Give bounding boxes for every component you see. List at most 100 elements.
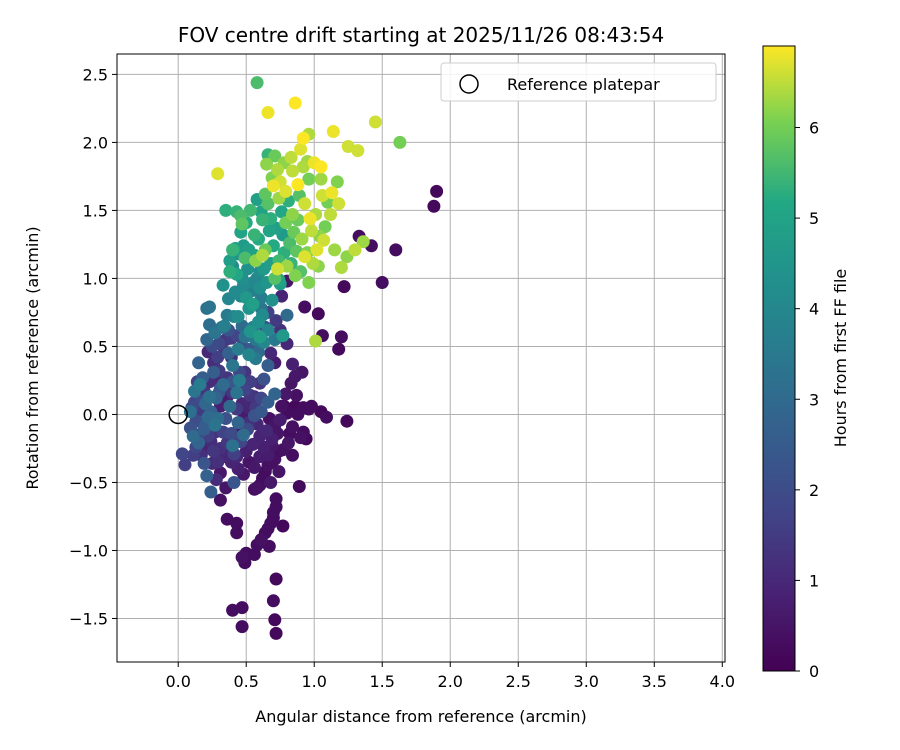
data-point xyxy=(330,175,344,189)
data-point xyxy=(204,485,218,499)
data-points xyxy=(175,76,444,640)
data-point xyxy=(292,480,306,493)
data-point xyxy=(238,251,252,265)
y-axis-label: Rotation from reference (arcmin) xyxy=(23,226,42,489)
data-point xyxy=(305,224,318,238)
data-point xyxy=(302,276,316,289)
y-tick-label: −0.5 xyxy=(69,473,108,492)
data-point xyxy=(296,131,310,145)
data-point xyxy=(200,469,214,483)
data-point xyxy=(269,572,283,586)
data-point xyxy=(340,414,354,428)
data-point xyxy=(272,465,286,479)
data-point xyxy=(280,308,294,322)
x-tick-label: 0.5 xyxy=(233,672,258,691)
colorbar-label: Hours from first FF file xyxy=(831,269,850,448)
data-point xyxy=(216,378,230,391)
data-point xyxy=(314,160,328,174)
data-point xyxy=(324,208,337,221)
data-point xyxy=(231,416,245,430)
data-point xyxy=(325,186,339,200)
data-point xyxy=(186,429,200,443)
data-point xyxy=(298,250,312,264)
data-point xyxy=(235,550,249,564)
data-point xyxy=(262,224,276,238)
data-point xyxy=(295,232,309,246)
y-tick-label: 1.0 xyxy=(83,269,108,288)
data-point xyxy=(314,172,328,186)
data-point xyxy=(207,365,221,379)
data-point xyxy=(291,178,305,192)
data-point xyxy=(226,243,240,257)
data-point xyxy=(242,348,256,362)
data-point xyxy=(375,276,389,289)
data-point xyxy=(266,179,280,193)
data-point xyxy=(254,533,268,547)
legend-marker-icon xyxy=(459,74,479,94)
data-point xyxy=(368,115,382,129)
x-tick-label: 1.0 xyxy=(301,672,326,691)
data-point xyxy=(220,512,234,526)
data-point xyxy=(218,319,231,333)
data-point xyxy=(271,262,284,276)
y-tick-label: 2.5 xyxy=(83,65,108,84)
data-point xyxy=(269,626,283,640)
data-point xyxy=(203,390,216,404)
data-point xyxy=(286,357,299,371)
data-point xyxy=(223,399,237,413)
data-point xyxy=(273,413,287,427)
data-point xyxy=(275,399,289,413)
data-point xyxy=(264,346,278,360)
colorbar-tick-label: 6 xyxy=(809,119,819,138)
data-point xyxy=(231,342,245,356)
data-point xyxy=(235,217,249,231)
data-point xyxy=(223,254,237,268)
data-point xyxy=(247,228,261,242)
data-point xyxy=(197,456,211,470)
data-point xyxy=(265,293,279,307)
data-point xyxy=(175,447,189,461)
data-point xyxy=(260,424,274,438)
data-point xyxy=(213,493,227,507)
x-tick-label: 1.5 xyxy=(370,672,395,691)
data-point xyxy=(227,476,241,489)
data-point xyxy=(302,172,316,186)
data-point xyxy=(317,233,331,247)
data-point xyxy=(284,150,298,164)
data-point xyxy=(231,310,245,323)
data-point xyxy=(268,613,282,627)
data-point xyxy=(216,278,230,292)
chart-title: FOV centre drift starting at 2025/11/26 … xyxy=(178,23,664,47)
data-point xyxy=(266,594,280,608)
data-point xyxy=(326,125,340,138)
y-tick-label: −1.5 xyxy=(69,609,108,628)
data-point xyxy=(296,401,310,415)
data-point xyxy=(279,387,293,401)
data-point xyxy=(332,342,346,356)
data-point xyxy=(310,243,324,257)
x-tick-label: 3.0 xyxy=(574,672,599,691)
data-point xyxy=(260,157,274,171)
data-point xyxy=(243,203,257,217)
data-point xyxy=(311,307,325,321)
data-point xyxy=(211,167,225,181)
data-point xyxy=(286,208,299,221)
x-axis-ticks: 0.0 0.5 1.0 1.5 2.0 2.5 3.0 3.5 4.0 xyxy=(165,662,735,691)
data-point xyxy=(286,448,299,462)
colorbar-tick-label: 5 xyxy=(809,209,819,228)
data-point xyxy=(334,261,348,274)
data-point xyxy=(264,476,278,489)
data-point xyxy=(235,620,249,634)
reference-marker-layer xyxy=(168,404,188,425)
data-point xyxy=(256,213,269,227)
x-tick-label: 3.5 xyxy=(642,672,667,691)
data-point xyxy=(389,243,403,257)
data-point xyxy=(288,269,302,283)
y-tick-label: 0.5 xyxy=(83,337,108,356)
data-point xyxy=(271,163,284,177)
data-point xyxy=(257,372,271,386)
data-point xyxy=(276,329,290,343)
data-point xyxy=(192,356,206,370)
data-point xyxy=(356,235,370,249)
